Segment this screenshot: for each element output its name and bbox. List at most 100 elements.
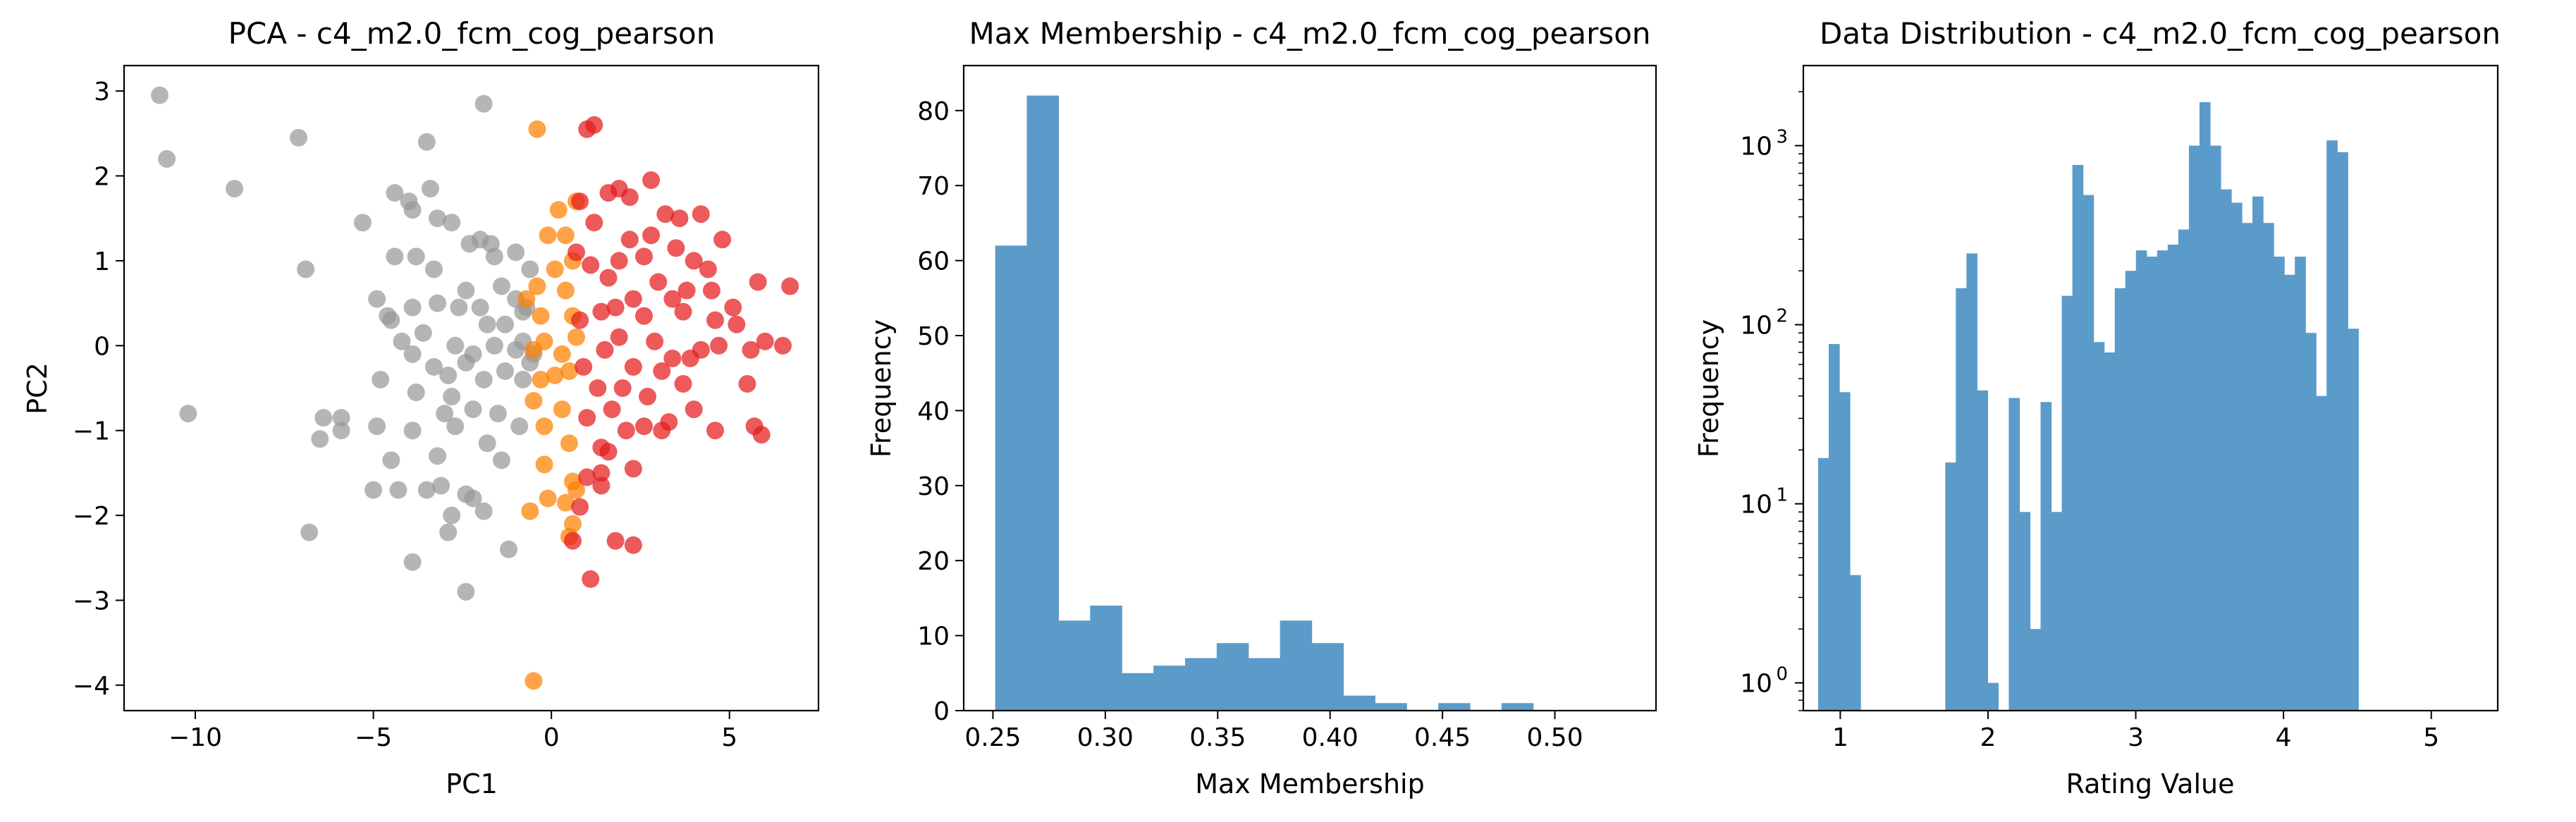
x-tick-label: 0.45 [1414,723,1471,752]
scatter-point [485,247,503,266]
scatter-point [407,384,425,402]
histogram-bar [2242,223,2253,711]
histogram-bar [2135,250,2147,711]
scatter-point [443,388,461,406]
scatter-point [634,417,653,436]
histogram-bar [2305,333,2317,711]
membership-x-ticks: 0.25 0.30 0.35 0.40 0.45 0.50 [964,711,1583,752]
y-tick-label: −2 [73,502,110,531]
scatter-point [610,328,628,346]
y-tick-exponent: 1 [1776,485,1788,506]
scatter-point [471,298,489,317]
pca-x-ticks: −10 −5 0 5 [168,711,737,752]
histogram-bar [2104,352,2116,711]
scatter-point [226,180,244,198]
scatter-point [439,366,458,384]
scatter-point [710,336,728,355]
scatter-point [617,422,635,440]
scatter-point [403,345,422,363]
histogram-bar [1090,606,1122,711]
x-tick-label: 1 [1832,723,1848,752]
scatter-point [446,336,465,355]
histogram-bar [1850,575,1861,711]
scatter-point [496,315,514,333]
scatter-point [620,231,639,249]
scatter-point [553,400,571,419]
scatter-point [414,324,432,342]
scatter-point [728,315,746,333]
scatter-point [364,481,383,499]
scatter-point [742,341,760,359]
histogram-bar [2019,512,2031,711]
scatter-point [403,422,422,440]
scatter-point [525,341,543,359]
scatter-point [478,434,496,453]
histogram-bar [1987,682,1999,711]
scatter-point [596,341,614,359]
scatter-point [290,128,308,147]
histogram-bar [2188,145,2200,711]
histogram-bar [2051,512,2063,711]
y-tick-label: 10 [1740,312,1772,341]
scatter-point [667,239,685,257]
scatter-point [624,290,642,308]
y-tick-label: 1 [94,247,110,276]
scatter-point [702,281,720,300]
scatter-point [436,405,454,423]
scatter-point [674,302,692,321]
y-tick-label: 2 [94,163,110,192]
pca-y-ticks: −4 −3 −2 −1 0 1 2 3 [73,78,124,701]
scatter-point [639,388,657,406]
x-tick-label: 3 [2128,723,2144,752]
scatter-point [382,311,400,329]
y-tick-label: −4 [73,672,110,701]
scatter-point [553,345,571,363]
scatter-point [457,582,475,601]
scatter-point [571,311,589,329]
scatter-point [507,243,525,262]
scatter-point [439,523,458,541]
scatter-point [575,357,593,376]
scatter-point [656,205,675,223]
scatter-point [749,273,767,291]
scatter-point [546,366,564,384]
scatter-point [634,247,653,266]
histogram-bar [1501,703,1534,711]
scatter-point [424,357,443,376]
max-membership-panel: Max Membership - c4_m2.0_fcm_cog_pearson… [866,16,1657,799]
pca-title: PCA - c4_m2.0_fcm_cog_pearson [228,16,716,51]
y-tick-label: 30 [917,472,950,501]
scatter-point [560,434,578,453]
histogram-bar [1966,253,1977,711]
scatter-point [649,273,668,291]
x-tick-label: 0.30 [1077,723,1134,752]
y-tick-label: 50 [917,322,950,351]
scatter-point [443,214,461,232]
scatter-point [653,362,671,380]
histogram-bar [2146,257,2158,711]
scatter-point [510,417,529,436]
x-tick-label: 0.40 [1302,723,1358,752]
scatter-point [563,532,582,550]
scatter-point [474,502,493,520]
scatter-point [724,298,742,317]
scatter-point [568,243,586,262]
histogram-bar [1977,390,1988,711]
scatter-point [457,353,475,372]
scatter-point [692,205,710,223]
x-tick-label: 0.50 [1526,723,1583,752]
scatter-point [713,231,732,249]
scatter-point [535,417,553,436]
scatter-point [382,451,400,470]
scatter-point [532,370,550,388]
scatter-point [179,405,197,423]
distribution-bars [1817,102,2359,711]
histogram-bar [2178,229,2190,711]
scatter-point [429,209,447,228]
scatter-point [457,281,475,300]
scatter-point [158,149,176,168]
x-tick-label: 5 [721,723,737,752]
histogram-bar [2083,195,2094,711]
scatter-point [699,260,717,278]
scatter-point [151,86,169,104]
